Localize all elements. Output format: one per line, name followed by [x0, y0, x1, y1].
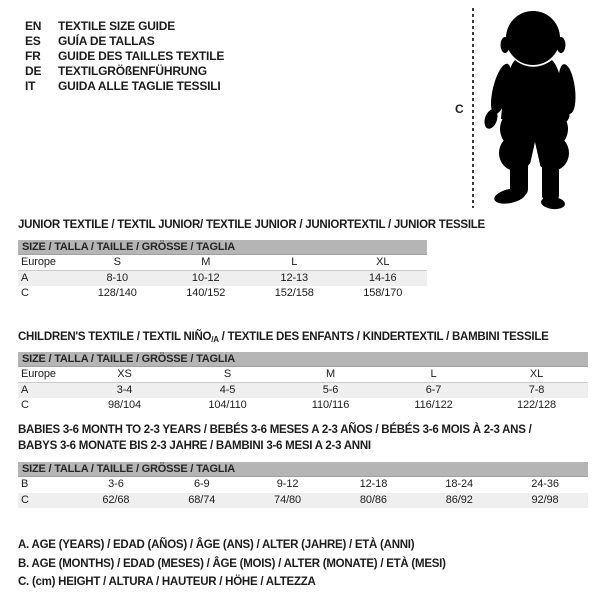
- children-section-title: CHILDREN'S TEXTILE / TEXTIL NIÑO/A / TEX…: [18, 330, 549, 348]
- age-cell: 8-10: [106, 271, 129, 284]
- age-cell: 3-6: [108, 478, 124, 490]
- language-code: EN: [25, 18, 42, 33]
- age-cell: 3-4: [116, 383, 133, 396]
- age-cell: 24-36: [531, 478, 559, 490]
- age-cell: 7-8: [528, 383, 545, 396]
- size-cell: S: [113, 256, 121, 268]
- language-row-it: IT GUIDA ALLE TAGLIE TESSILI: [25, 79, 224, 94]
- height-cell: 140/152: [186, 287, 226, 299]
- height-cell: 74/80: [274, 493, 302, 506]
- age-cell: 10-12: [191, 271, 220, 284]
- table-row-europe: Europe XS S M L XL: [18, 367, 588, 383]
- language-row-es: ES GUÍA DE TALLAS: [25, 33, 224, 48]
- row-label: C: [21, 287, 29, 299]
- language-title: TEXTILGRÖßENFÜHRUNG: [58, 64, 207, 79]
- age-cell: 18-24: [445, 478, 474, 490]
- age-cell: 9-12: [276, 478, 299, 490]
- height-cell: 110/116: [311, 399, 350, 411]
- table-row-height: C 62/68 68/74 74/80 80/86 86/92 92/98: [18, 492, 588, 508]
- age-cell: 5-6: [322, 383, 339, 396]
- language-code: ES: [25, 33, 41, 48]
- language-list: EN TEXTILE SIZE GUIDE ES GUÍA DE TALLAS …: [25, 18, 224, 94]
- babies-section-title: BABIES 3-6 MONTH TO 2-3 YEARS / BEBÉS 3-…: [18, 423, 532, 454]
- junior-size-table: SIZE / TALLA / TAILLE / GRÖSSE / TAGLIA …: [18, 240, 427, 302]
- age-cell: 6-7: [425, 383, 442, 396]
- height-cell: 152/158: [274, 287, 314, 299]
- children-size-table: SIZE / TALLA / TAILLE / GRÖSSE / TAGLIA …: [18, 352, 588, 414]
- children-title-pre: CHILDREN'S TEXTILE / TEXTIL NIÑO: [18, 331, 212, 343]
- age-cell: 12-18: [359, 478, 388, 490]
- legend-line-b: B. AGE (MONTHS) / EDAD (MESES) / ÂGE (MO…: [18, 557, 446, 570]
- size-header-bar: SIZE / TALLA / TAILLE / GRÖSSE / TAGLIA: [18, 462, 588, 477]
- age-cell: 14-16: [368, 271, 397, 284]
- size-cell: M: [325, 368, 336, 380]
- row-label: Europe: [21, 256, 56, 268]
- babies-title-line2: BABYS 3-6 MONATE BIS 2-3 JAHRE / BAMBINI…: [18, 439, 371, 452]
- age-cell: 6-9: [193, 478, 210, 490]
- height-cell: 98/104: [107, 399, 142, 411]
- language-row-de: DE TEXTILGRÖßENFÜHRUNG: [25, 64, 224, 79]
- height-cell: 80/86: [359, 493, 387, 506]
- row-label: A: [21, 383, 29, 396]
- age-cell: 12-13: [280, 271, 309, 284]
- height-cell: 128/140: [97, 287, 137, 299]
- row-label: A: [21, 271, 29, 284]
- language-title: GUIDE DES TAILLES TEXTILE: [58, 48, 225, 63]
- language-title: TEXTILE SIZE GUIDE: [58, 18, 176, 33]
- height-cell: 116/122: [414, 399, 453, 411]
- table-row-age-months: B 3-6 6-9 9-12 12-18 18-24 24-36: [18, 477, 588, 493]
- table-row-height: C 128/140 140/152 152/158 158/170: [18, 286, 427, 302]
- language-code: FR: [25, 48, 41, 63]
- language-title: GUÍA DE TALLAS: [58, 33, 155, 48]
- size-cell: M: [201, 256, 211, 268]
- language-row-en: EN TEXTILE SIZE GUIDE: [25, 18, 224, 33]
- language-title: GUIDA ALLE TAGLIE TESSILI: [58, 79, 221, 94]
- height-measure-label: C: [455, 102, 464, 116]
- legend-line-a: A. AGE (YEARS) / EDAD (AÑOS) / ÂGE (ANS)…: [18, 539, 415, 551]
- table-row-age: A 3-4 4-5 5-6 6-7 7-8: [18, 382, 588, 398]
- measurement-legend: A. AGE (YEARS) / EDAD (AÑOS) / ÂGE (ANS)…: [18, 539, 446, 595]
- size-cell: L: [430, 368, 437, 380]
- age-cell: 4-5: [219, 383, 236, 396]
- height-cell: 122/128: [516, 399, 557, 411]
- height-cell: 62/68: [102, 493, 130, 506]
- row-label: B: [21, 478, 29, 490]
- height-measure-dotted-line: [472, 8, 474, 208]
- size-cell: XL: [376, 256, 390, 268]
- babies-title-line1: BABIES 3-6 MONTH TO 2-3 YEARS / BEBÉS 3-…: [18, 424, 532, 436]
- children-title-subscript: /A: [211, 335, 219, 344]
- language-code: IT: [25, 79, 36, 94]
- table-row-europe: Europe S M L XL: [18, 255, 427, 271]
- size-header-bar: SIZE / TALLA / TAILLE / GRÖSSE / TAGLIA: [18, 352, 588, 367]
- language-row-fr: FR GUIDE DES TAILLES TEXTILE: [25, 48, 224, 63]
- children-title-post: / TEXTILE DES ENFANTS / KINDERTEXTIL / B…: [218, 331, 549, 343]
- language-code: DE: [25, 64, 42, 79]
- junior-section-title: JUNIOR TEXTILE / TEXTIL JUNIOR/ TEXTILE …: [18, 219, 485, 231]
- row-label: Europe: [21, 368, 56, 380]
- height-cell: 86/92: [445, 493, 473, 506]
- height-cell: 158/170: [363, 287, 403, 299]
- height-cell: 68/74: [188, 493, 216, 506]
- row-label: C: [21, 493, 29, 506]
- row-label: C: [21, 399, 29, 411]
- legend-line-c: C. (cm) HEIGHT / ALTURA / HAUTEUR / HÖHE…: [18, 576, 316, 589]
- size-cell: XS: [117, 368, 132, 380]
- babies-size-table: SIZE / TALLA / TAILLE / GRÖSSE / TAGLIA …: [18, 462, 588, 508]
- size-cell: XL: [529, 368, 544, 380]
- table-row-age: A 8-10 10-12 12-13 14-16: [18, 270, 427, 286]
- size-header-bar: SIZE / TALLA / TAILLE / GRÖSSE / TAGLIA: [18, 240, 427, 255]
- baby-silhouette: [484, 11, 576, 210]
- table-row-height: C 98/104 104/110 110/116 116/122 122/128: [18, 398, 588, 414]
- size-cell: S: [223, 368, 232, 380]
- height-cell: 92/98: [531, 493, 559, 506]
- height-cell: 104/110: [208, 399, 247, 411]
- size-cell: L: [291, 256, 298, 268]
